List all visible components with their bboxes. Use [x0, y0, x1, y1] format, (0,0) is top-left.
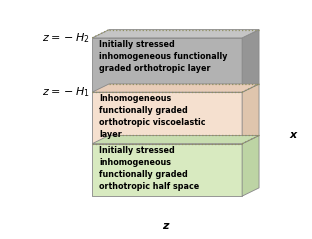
Polygon shape — [242, 136, 259, 196]
Text: $z = -H_2$: $z = -H_2$ — [42, 31, 90, 45]
Polygon shape — [92, 144, 242, 196]
Text: Initially stressed
inhomogeneous functionally
graded orthotropic layer: Initially stressed inhomogeneous functio… — [100, 40, 228, 73]
Polygon shape — [242, 84, 259, 144]
Text: $\boldsymbol{x}$: $\boldsymbol{x}$ — [289, 130, 299, 141]
Text: Inhomogeneous
functionally graded
orthotropic viscoelastic
layer: Inhomogeneous functionally graded orthot… — [100, 94, 206, 140]
Polygon shape — [92, 136, 259, 144]
Polygon shape — [242, 30, 259, 92]
Text: $\boldsymbol{z}$: $\boldsymbol{z}$ — [162, 221, 171, 231]
Polygon shape — [92, 84, 259, 92]
Text: Initially stressed
inhomogeneous
functionally graded
orthotropic half space: Initially stressed inhomogeneous functio… — [100, 146, 200, 191]
Polygon shape — [92, 30, 259, 38]
Text: $z = -H_1$: $z = -H_1$ — [42, 85, 90, 99]
Polygon shape — [92, 92, 242, 144]
Polygon shape — [92, 38, 242, 92]
